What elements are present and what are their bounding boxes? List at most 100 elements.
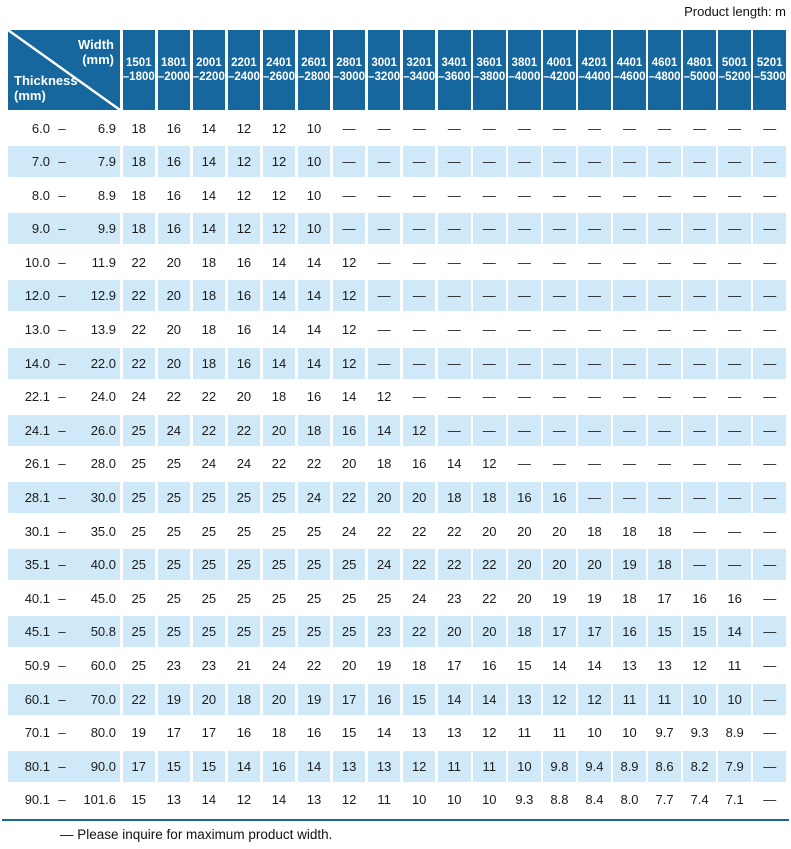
no-value-cell: —	[517, 456, 531, 472]
length-value-cell: 22	[482, 590, 497, 606]
length-value-cell: 15	[683, 616, 716, 648]
length-value-cell: 14	[306, 322, 322, 338]
no-value-cell: —	[552, 456, 566, 472]
length-value-cell: 22	[411, 523, 427, 539]
no-value-cell: —	[658, 254, 672, 270]
length-value-cell: 14	[718, 616, 751, 648]
no-value-cell: —	[587, 254, 601, 270]
width-column-header: 5201 –5300	[753, 30, 786, 110]
length-value-cell: 12	[227, 146, 261, 178]
length-value-cell: 25	[332, 616, 366, 648]
length-value-cell: 8.0	[620, 792, 639, 808]
length-value-cell: 10	[508, 750, 541, 782]
thickness-range-cell: 30.1–35.0	[24, 523, 116, 539]
no-value-cell: —	[517, 322, 531, 338]
length-value-cell: 18	[648, 549, 681, 581]
no-value-cell: —	[683, 280, 716, 312]
length-value-cell: 10	[297, 213, 331, 245]
length-value-cell: 10	[447, 792, 462, 808]
no-value-cell: —	[718, 549, 751, 581]
thickness-range-cell: 12.0–12.9	[8, 280, 120, 312]
length-value-cell: 22	[131, 322, 146, 338]
no-value-cell: —	[683, 549, 716, 581]
length-value-cell: 18	[131, 187, 146, 203]
no-value-cell: —	[447, 389, 461, 405]
thickness-range-cell: 7.0–7.9	[8, 146, 120, 178]
no-value-cell: —	[623, 322, 636, 338]
length-value-cell: 25	[271, 590, 287, 606]
length-value-cell: 12	[332, 280, 366, 312]
no-value-cell: —	[658, 456, 672, 472]
no-value-cell: —	[473, 280, 506, 312]
no-value-cell: —	[473, 347, 506, 379]
width-column-header: 3801 –4000	[508, 30, 541, 110]
no-value-cell: —	[763, 725, 777, 741]
length-value-cell: 20	[517, 590, 532, 606]
length-value-cell: 13	[306, 792, 322, 808]
length-value-cell: 12	[543, 683, 576, 715]
no-value-cell: —	[763, 254, 777, 270]
no-value-cell: —	[517, 120, 531, 136]
length-value-cell: 14	[376, 725, 392, 741]
length-value-cell: 14	[447, 456, 462, 472]
length-value-cell: 17	[657, 590, 672, 606]
no-value-cell: —	[693, 120, 707, 136]
length-value-cell: 16	[157, 213, 191, 245]
no-value-cell: —	[543, 414, 576, 446]
length-value-cell: 22	[332, 482, 366, 514]
no-value-cell: —	[367, 213, 401, 245]
no-value-cell: —	[332, 146, 366, 178]
length-value-cell: 17	[122, 750, 156, 782]
length-value-cell: 9.7	[655, 725, 674, 741]
table-row: 24.1–26.0 25 24 22 22 20 18 16 14 12— — — — — — — — — —	[8, 414, 786, 446]
length-value-cell: 12	[402, 750, 436, 782]
width-column-header: 2001 –2200	[192, 30, 226, 110]
no-value-cell: —	[693, 322, 707, 338]
thickness-range-cell: 45.1–50.8	[8, 616, 120, 648]
length-value-cell: 13	[332, 750, 366, 782]
length-value-cell: 17	[578, 616, 611, 648]
length-value-cell: 22	[447, 523, 462, 539]
length-value-cell: 18	[122, 146, 156, 178]
no-value-cell: —	[763, 792, 777, 808]
no-value-cell: —	[763, 120, 777, 136]
no-value-cell: —	[482, 389, 496, 405]
thickness-axis-label: Thickness (mm)	[14, 73, 78, 103]
length-value-cell: 14	[297, 280, 331, 312]
no-value-cell: —	[718, 414, 751, 446]
thickness-range-cell: 14.0–22.0	[8, 347, 120, 379]
length-value-cell: 24	[341, 523, 357, 539]
no-value-cell: —	[693, 389, 707, 405]
length-value-cell: 25	[376, 590, 392, 606]
no-value-cell: —	[578, 146, 611, 178]
table-row: 8.0–8.9 18 16 14 12 12 10 — — — — — — — — — — — — —	[8, 180, 786, 211]
length-value-cell: 18	[411, 658, 427, 673]
no-value-cell: —	[587, 389, 601, 405]
no-value-cell: —	[753, 414, 786, 446]
header-row: Width (mm) Thickness (mm) 1501 –1800 1801–…	[8, 30, 786, 110]
length-value-cell: 10	[718, 683, 751, 715]
length-value-cell: 23	[201, 658, 217, 673]
no-value-cell: —	[763, 187, 777, 203]
length-value-cell: 11	[552, 725, 567, 741]
table-row: 14.0–22.0 22 20 18 16 14 14 12— — — — — — — — — — — —	[8, 347, 786, 379]
no-value-cell: —	[683, 146, 716, 178]
length-value-cell: 16	[727, 590, 742, 606]
length-value-cell: 15	[341, 725, 357, 741]
thickness-range-cell: 28.1–30.0	[8, 482, 120, 514]
length-value-cell: 25	[341, 590, 357, 606]
table-row: 45.1–50.8 25 25 25 25 25 25 25 23 22 20 20 18 17 17 16 1…	[8, 616, 786, 648]
table-row: 35.1–40.0 25 25 25 25 25 25 25 24 22 22 22 20 20 20 19 1…	[8, 549, 786, 581]
thickness-range-cell: 60.1–70.0	[8, 683, 120, 715]
no-value-cell: —	[683, 213, 716, 245]
length-value-cell: 11	[517, 725, 532, 741]
length-value-cell: 18	[587, 523, 602, 539]
table-row: 13.0–13.9 22 20 18 16 14 14 12 — — — — — — — — — — — —	[8, 314, 786, 345]
length-value-cell: 25	[306, 523, 322, 539]
length-value-cell: 12	[236, 120, 252, 136]
length-value-cell: 25	[262, 616, 296, 648]
length-value-cell: 9.3	[515, 792, 534, 808]
length-value-cell: 25	[262, 549, 296, 581]
no-value-cell: —	[753, 146, 786, 178]
no-value-cell: —	[517, 187, 531, 203]
